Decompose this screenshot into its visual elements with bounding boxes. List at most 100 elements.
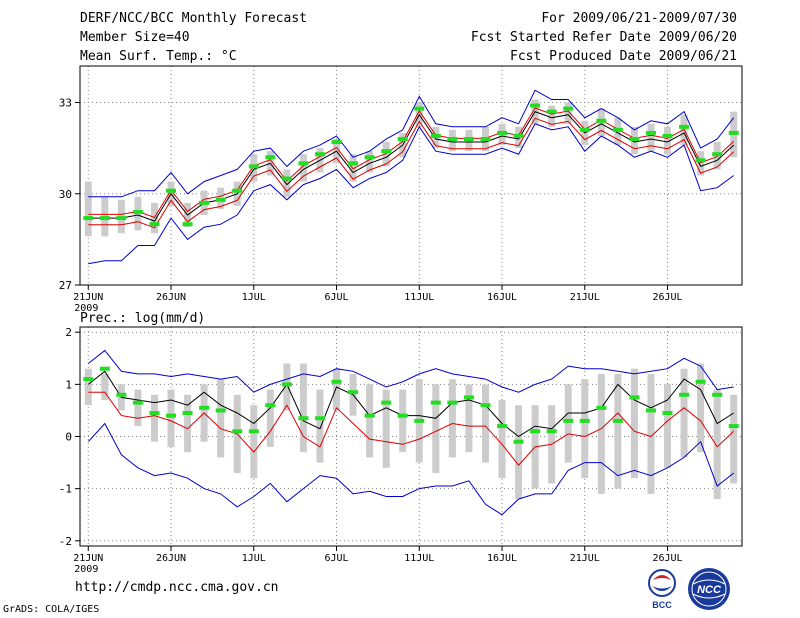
precipitation-range-box: [266, 389, 274, 447]
precipitation-range-box: [432, 384, 440, 473]
precipitation-member-marker: [364, 413, 375, 418]
temperature-member-marker: [331, 140, 342, 145]
precipitation-member-marker: [83, 377, 94, 382]
precipitation-member-marker: [281, 382, 292, 387]
temperature-member-marker: [182, 222, 193, 227]
precipitation-xtick-label: 26JUL: [652, 553, 682, 564]
temperature-xtick-label: 26JUN: [156, 292, 186, 303]
temperature-member-marker: [596, 118, 607, 123]
precipitation-range-box: [448, 379, 456, 458]
temperature-xtick-label: 6JUL: [324, 292, 348, 303]
temperature-member-marker: [728, 130, 739, 135]
precipitation-xtick-label: 1JUL: [242, 553, 266, 564]
precipitation-member-marker: [596, 405, 607, 410]
temperature-member-marker: [199, 200, 210, 205]
temperature-member-marker: [397, 137, 408, 141]
precipitation-range-box: [515, 405, 523, 500]
precipitation-range-box: [134, 389, 142, 427]
precipitation-member-marker: [662, 411, 673, 416]
precipitation-member-marker: [149, 411, 160, 416]
temperature-member-marker: [679, 124, 690, 129]
precipitation-range-box: [150, 394, 158, 442]
precipitation-member-marker: [728, 424, 739, 429]
temperature-range-box: [647, 123, 655, 152]
temperature-ytick-label: 27: [59, 279, 72, 292]
temperature-ytick-label: 33: [59, 97, 72, 110]
source-url[interactable]: http://cmdp.ncc.cma.gov.cn: [75, 580, 279, 595]
temperature-year-label: 2009: [74, 303, 98, 314]
precipitation-member-marker: [348, 390, 359, 395]
precipitation-range-box: [498, 400, 506, 479]
temperature-member-marker: [447, 137, 458, 141]
temperature-range-box: [283, 169, 291, 197]
precipitation-range-box: [597, 373, 605, 494]
precipitation-member-marker: [430, 400, 441, 405]
temperature-upper-line: [88, 89, 735, 198]
precipitation-range-box: [84, 368, 92, 406]
precipitation-member-marker: [99, 366, 110, 371]
precipitation-range-box: [382, 389, 390, 468]
precipitation-range-box: [664, 384, 672, 468]
precipitation-member-marker: [629, 395, 640, 400]
precipitation-range-box: [647, 373, 655, 494]
temperature-member-marker: [712, 152, 723, 157]
precipitation-ytick-label: 1: [65, 378, 72, 391]
temperature-xtick-label: 21JUL: [570, 292, 600, 303]
variable-label: Mean Surf. Temp.: °C: [80, 49, 237, 64]
precipitation-member-marker: [414, 418, 425, 423]
temperature-member-marker: [414, 106, 425, 111]
temperature-member-marker: [132, 210, 143, 214]
precipitation-range-box: [101, 373, 109, 400]
precipitation-member-marker: [232, 429, 243, 434]
precipitation-member-marker: [480, 403, 491, 408]
ncc-logo-text: NCC: [697, 584, 722, 596]
chart-title: DERF/NCC/BCC Monthly Forecast: [80, 11, 307, 26]
temperature-red-upper-line: [88, 107, 735, 219]
precipitation-range-box: [184, 394, 192, 453]
temperature-member-marker: [563, 106, 574, 111]
precipitation-range-box: [730, 394, 738, 484]
precipitation-xtick-label: 26JUN: [156, 553, 186, 564]
precipitation-upper-line: [87, 349, 734, 393]
temperature-member-marker: [149, 222, 160, 227]
precipitation-range-box: [581, 379, 589, 479]
temperature-xtick-label: 16JUL: [487, 292, 517, 303]
temperature-range-box: [664, 126, 672, 155]
temperature-member-marker: [314, 152, 325, 157]
precipitation-range-box: [299, 363, 307, 453]
temperature-range-box: [84, 181, 92, 237]
precipitation-member-marker: [182, 411, 193, 416]
precipitation-member-marker: [612, 418, 623, 423]
temperature-range-box: [548, 105, 556, 127]
precipitation-range-box: [680, 368, 688, 458]
precipitation-member-marker: [132, 400, 143, 405]
temperature-mean-line: [88, 110, 735, 222]
header-left: DERF/NCC/BCC Monthly Forecast Member Siz…: [80, 9, 307, 66]
precipitation-frame: [79, 326, 743, 547]
precipitation-range-box: [399, 389, 407, 453]
precipitation-member-marker: [530, 429, 541, 434]
temperature-member-marker: [695, 158, 706, 163]
temperature-member-marker: [497, 130, 508, 135]
precipitation-xtick-label: 16JUL: [487, 553, 517, 564]
precipitation-xtick-label: 21JUL: [570, 553, 600, 564]
temperature-member-marker: [83, 216, 94, 221]
header-right: For 2009/06/21-2009/07/30 Fcst Started R…: [471, 9, 737, 66]
precipitation-member-marker: [331, 379, 342, 384]
precipitation-range-box: [333, 368, 341, 411]
temperature-member-marker: [215, 197, 226, 202]
precipitation-member-marker: [679, 392, 690, 397]
precipitation-member-marker: [712, 392, 723, 397]
precipitation-range-box: [283, 363, 291, 411]
precipitation-ytick-label: 2: [65, 326, 72, 339]
precipitation-member-marker: [381, 400, 392, 405]
temperature-range-box: [150, 202, 158, 234]
precipitation-member-marker: [215, 408, 226, 413]
precipitation-range-box: [465, 384, 473, 453]
bcc-logo-text: BCC: [652, 600, 672, 610]
temperature-frame: [79, 65, 743, 286]
precipitation-mean-line: [87, 370, 734, 438]
temperature-member-marker: [381, 149, 392, 154]
temperature-lower-line: [88, 123, 734, 265]
